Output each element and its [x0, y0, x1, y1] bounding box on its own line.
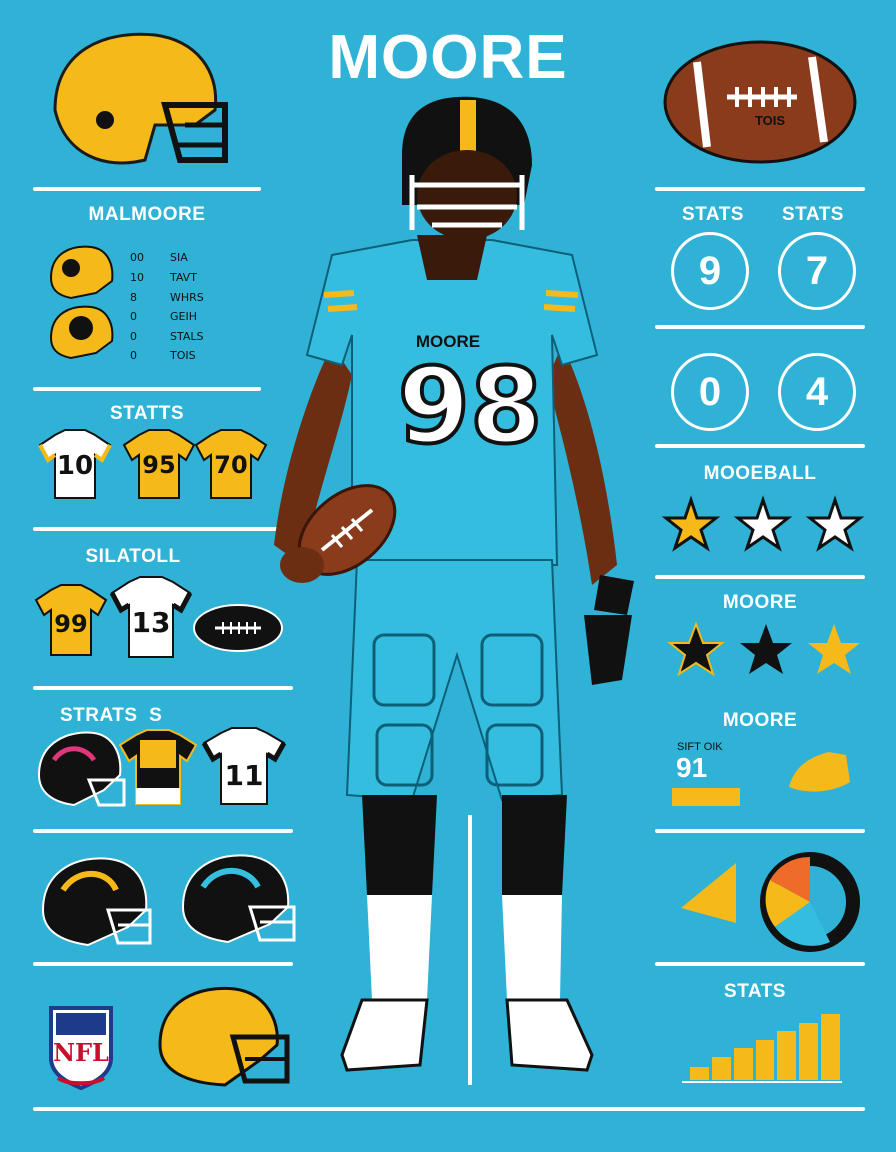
bar — [733, 1048, 753, 1080]
right-divider-3 — [655, 444, 865, 448]
bottom-stats-label: STATS — [724, 981, 786, 1002]
bottom-divider — [33, 1107, 865, 1111]
left-section-2-label: STATTS — [109, 403, 185, 424]
gold-wedge-icon — [681, 863, 736, 923]
jersey-icon — [194, 429, 268, 499]
moore-label-2: MOORE — [722, 710, 798, 731]
bar — [711, 1057, 731, 1080]
list-item: WHRS — [170, 291, 204, 304]
football-player-illustration — [274, 96, 634, 1085]
jersey-icon — [109, 576, 193, 658]
star-icon — [661, 495, 721, 552]
jersey-number: 10 — [56, 451, 94, 481]
right-divider-5 — [655, 829, 865, 833]
left-divider-5 — [33, 829, 293, 833]
pie-chart — [760, 852, 860, 952]
list-item: SIA — [170, 251, 188, 264]
list-item: STALS — [170, 330, 204, 343]
page-title: MOORE — [328, 23, 568, 92]
star-icon — [667, 621, 725, 677]
jersey-number: 13 — [131, 606, 171, 639]
jersey-number: 70 — [214, 451, 248, 479]
jersey-icon — [38, 429, 112, 499]
right-divider-2 — [655, 325, 865, 329]
football-icon — [193, 604, 283, 652]
jersey-icon — [122, 429, 196, 499]
gold-helmet-icon — [158, 986, 290, 1087]
stat-circle: 4 — [778, 353, 856, 431]
stats-label-1: STATS — [682, 204, 744, 225]
gold-helmet-icon — [53, 32, 228, 165]
left-divider-6 — [33, 962, 293, 966]
left-divider-1 — [33, 187, 261, 191]
mini-progress-bar — [672, 788, 740, 806]
bar — [690, 1067, 709, 1080]
star-icon — [808, 624, 860, 674]
black-helmet-icon — [41, 857, 152, 947]
left-divider-2 — [33, 387, 261, 391]
list-prefix: 0 — [130, 310, 137, 323]
left-section-3-label: SILATOLL — [85, 546, 181, 567]
stats-label-2: STATS — [782, 204, 844, 225]
left-divider-4 — [33, 686, 293, 690]
jersey-name-text: MOORE — [415, 332, 481, 351]
left-section-4-label: STRATS S — [60, 705, 163, 726]
right-divider-6 — [655, 962, 865, 966]
bar-chart-baseline — [682, 1081, 842, 1083]
star-icon — [733, 495, 793, 552]
football-icon — [663, 40, 857, 164]
jersey-number: 11 — [224, 759, 264, 792]
black-helmet-icon — [37, 731, 126, 807]
list-item: GEIH — [170, 310, 197, 323]
list-prefix: 0 — [130, 349, 137, 362]
jersey-icon — [118, 729, 198, 805]
stat-circle: 7 — [778, 232, 856, 310]
bar-chart — [690, 1010, 841, 1080]
stat-circle: 9 — [671, 232, 749, 310]
moore-label-1: MOORE — [722, 592, 798, 613]
right-divider-4 — [655, 575, 865, 579]
moreball-label: MOOEBALL — [703, 463, 817, 484]
mini-number: 91 — [676, 752, 708, 783]
small-helmet-icon — [49, 245, 114, 300]
right-divider-1 — [655, 187, 865, 191]
jersey-icon — [34, 584, 108, 656]
nfl-badge-text: NFL — [53, 1038, 109, 1067]
black-helmet-icon — [181, 854, 296, 944]
small-helmet-icon — [49, 305, 114, 360]
gold-shoe-icon — [789, 752, 850, 792]
list-item: TOIS — [170, 349, 196, 362]
jersey-number: 99 — [54, 610, 88, 638]
bar — [799, 1023, 819, 1080]
stat-circle: 0 — [671, 353, 749, 431]
left-section-1-label: MALMOORE — [88, 204, 206, 225]
jersey-number-large: 98 — [396, 343, 545, 469]
bar — [821, 1014, 841, 1080]
bar — [777, 1031, 797, 1080]
list-item: TAVT — [170, 271, 197, 284]
nfl-shield-icon — [49, 1006, 113, 1091]
mini-caption: SIFT OIK — [677, 741, 723, 753]
list-prefix: 10 — [130, 271, 144, 284]
list-prefix: 8 — [130, 291, 137, 304]
list-prefix: 0 — [130, 330, 137, 343]
star-icon — [805, 495, 865, 552]
list-prefix: 00 — [130, 251, 144, 264]
jersey-number: 95 — [142, 451, 176, 479]
football-text: TOIS — [754, 113, 786, 128]
star-icon — [740, 624, 792, 674]
bar — [755, 1040, 775, 1080]
left-divider-3 — [33, 527, 293, 531]
jersey-icon — [201, 727, 287, 805]
